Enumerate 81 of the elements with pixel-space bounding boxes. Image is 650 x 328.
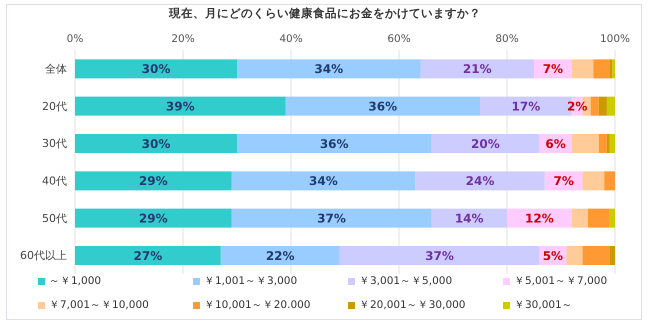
bar [606,96,615,116]
data-label: 21% [462,62,492,76]
bar [75,171,232,190]
bar [598,134,607,153]
legend-label: ￥1,001～￥3,000 [204,274,298,288]
x-tick-label: 80% [495,33,519,45]
legend-label: ￥7,001～￥10,000 [49,298,149,312]
bar [286,96,480,116]
bar [590,96,599,116]
data-label: 30% [142,62,170,76]
bar [610,246,615,265]
data-label: 27% [134,248,162,263]
bar [610,208,615,228]
data-label: 36% [320,136,349,151]
data-label: 2% [567,99,588,114]
y-tick-label: 全体 [45,62,67,76]
bar [237,59,421,78]
bar [415,171,545,190]
x-tick-label: 100% [600,33,630,45]
legend-label: ￥20,001～￥30,000 [359,298,466,312]
chart-title: 現在、月にどのくらい健康食品にお金をかけていますか？ [168,6,482,21]
y-tick-label: 30代 [42,137,67,150]
bar [610,59,612,78]
bar [220,246,340,265]
y-tick-label: 40代 [42,174,67,188]
y-tick-label: 20代 [42,100,67,113]
data-label: 29% [138,174,168,188]
data-label: 36% [368,99,398,114]
bar [431,134,540,153]
bar [75,96,286,116]
x-tick-label: 20% [171,33,195,45]
bar [598,96,607,116]
legend-label: ￥5,001～￥7,000 [514,274,608,288]
data-label: 20% [471,136,500,151]
y-tick-label: 50代 [42,212,67,225]
bar [612,59,615,78]
bar [593,59,610,78]
data-label: 5% [542,248,564,263]
bar [75,208,232,228]
bar [431,208,507,228]
data-label: 7% [554,174,574,188]
bar [340,246,540,265]
bar [75,134,237,153]
bar [75,246,221,265]
bar [572,59,594,78]
y-tick-label: 60代以上 [20,249,67,262]
bar [572,134,599,153]
data-label: 12% [525,211,554,226]
x-tick-label: 40% [279,33,303,45]
legend-label: ￥30,001～ [514,298,573,312]
bar [75,59,237,78]
data-label: 34% [314,62,344,76]
data-label: 7% [542,62,564,76]
data-label: 29% [138,211,168,226]
bar [237,134,432,153]
bar [604,171,615,190]
bar [588,208,610,228]
legend-label: ～￥1,000 [49,274,102,288]
x-tick-label: 60% [387,33,411,45]
data-label: 37% [425,248,454,263]
data-label: 34% [309,174,338,188]
data-label: 17% [512,99,540,114]
legend-label: ￥10,001～￥20.000 [204,298,310,312]
data-label: 37% [317,211,346,226]
data-label: 14% [454,211,484,226]
data-label: 22% [266,248,295,263]
data-label: 24% [466,174,494,188]
data-label: 6% [545,136,566,151]
bar [610,134,615,153]
bar [582,171,604,190]
bar [582,246,610,265]
bar [572,208,588,228]
x-tick-label: 0% [66,33,84,45]
legend-label: ￥3,001～￥5,000 [359,274,452,288]
bar [232,171,416,190]
bar [566,246,583,265]
data-label: 30% [142,136,170,151]
bar [606,134,610,153]
bar [420,59,534,78]
data-label: 39% [166,99,195,114]
bar [232,208,432,228]
